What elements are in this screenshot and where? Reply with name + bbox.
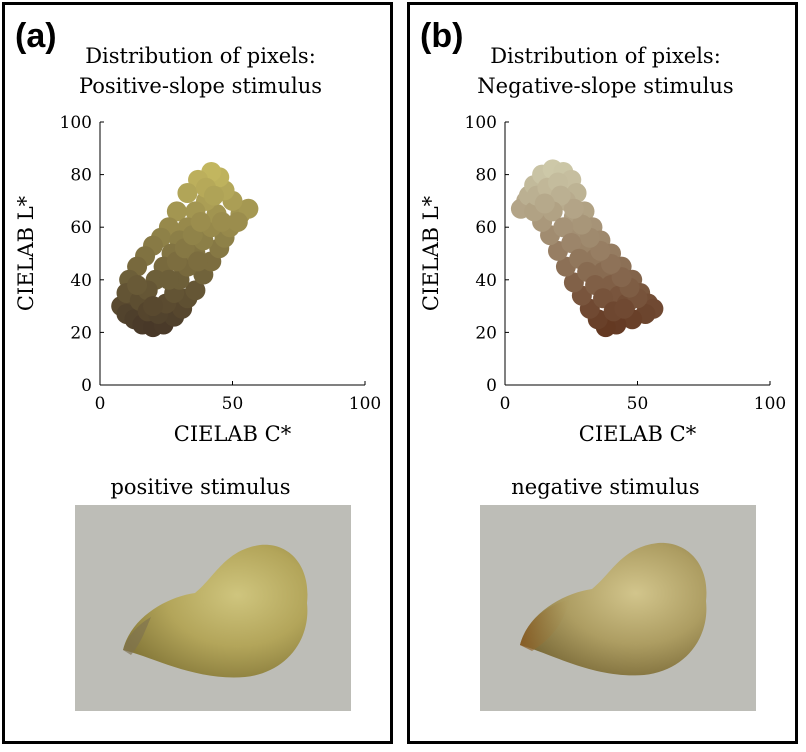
scatter-point <box>166 201 187 222</box>
y-tick-label: 40 <box>70 271 92 291</box>
scatter-point <box>143 296 163 317</box>
y-tick-label: 0 <box>81 376 92 396</box>
y-tick-label: 0 <box>486 376 497 396</box>
chart-title-line-1: Distribution of pixels: <box>85 44 316 68</box>
scatter-points <box>510 159 664 338</box>
scatter-point <box>534 193 555 214</box>
scatter-point <box>571 214 592 235</box>
scatter-point <box>188 251 209 272</box>
scatter-point <box>158 269 179 290</box>
panel-a: (a) Distribution of pixels: Positive-slo… <box>2 2 393 744</box>
y-tick-label: 60 <box>70 218 92 238</box>
scatter-point <box>203 185 224 206</box>
scatter-point <box>553 217 574 238</box>
chart-title-line-2: Positive-slope stimulus <box>78 74 323 98</box>
y-tick-label: 100 <box>465 113 497 133</box>
x-tick-label: 50 <box>627 394 649 414</box>
x-axis-label: CIELAB C* <box>174 422 292 446</box>
scatter-point <box>177 183 198 204</box>
chart-title-line-2: Negative-slope stimulus <box>477 74 734 98</box>
chart-title-line-1: Distribution of pixels: <box>490 44 721 68</box>
scatter-point <box>563 198 584 219</box>
scatter-point <box>614 298 635 319</box>
x-axis-label: CIELAB C* <box>579 422 697 446</box>
y-tick-label: 60 <box>475 218 497 238</box>
positive-stimulus-image <box>75 505 351 711</box>
panel-b: (b) Distribution of pixels: Negative-slo… <box>407 2 798 744</box>
y-axis-label: CIELAB L* <box>419 195 443 311</box>
scatter-point <box>190 211 211 232</box>
scatter-point <box>211 211 232 232</box>
stimulus-label: negative stimulus <box>511 475 700 499</box>
scatter-point <box>550 185 571 206</box>
scatter-chart: 0 20 40 60 80 100 0 50 100 CIELAB C* CIELAB L* <box>14 113 381 446</box>
negative-stimulus-image <box>480 505 756 711</box>
scatter-point <box>185 280 206 301</box>
scatter-point <box>127 275 148 296</box>
scatter-points <box>111 161 259 338</box>
y-tick-label: 100 <box>60 113 92 133</box>
panel-letter: (a) <box>15 17 57 55</box>
stimulus-label: positive stimulus <box>110 475 291 499</box>
y-tick-label: 20 <box>475 323 497 343</box>
y-tick-label: 20 <box>70 323 92 343</box>
y-tick-label: 40 <box>475 271 497 291</box>
y-tick-label: 80 <box>475 166 497 186</box>
y-tick-label: 80 <box>70 166 92 186</box>
scatter-point <box>561 232 582 253</box>
y-axis-label: CIELAB L* <box>14 195 38 311</box>
x-tick-label: 100 <box>349 394 381 414</box>
x-tick-label: 100 <box>754 394 786 414</box>
x-tick-label: 0 <box>95 394 106 414</box>
scatter-point <box>227 211 248 232</box>
x-tick-label: 0 <box>500 394 511 414</box>
scatter-chart: 0 20 40 60 80 100 0 50 100 CIELAB C* CIELAB L* <box>419 113 786 446</box>
x-tick-label: 50 <box>222 394 244 414</box>
panel-letter: (b) <box>420 17 464 55</box>
